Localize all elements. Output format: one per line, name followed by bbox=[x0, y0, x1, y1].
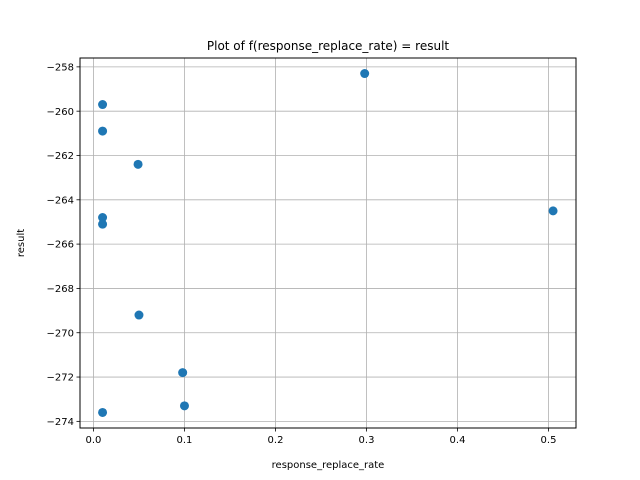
scatter-point bbox=[360, 69, 370, 79]
scatter-point bbox=[98, 219, 108, 229]
scatter-point bbox=[178, 368, 188, 378]
y-tick-label: −274 bbox=[47, 417, 74, 428]
scatter-point bbox=[134, 310, 144, 320]
y-axis-title: result bbox=[16, 229, 27, 257]
x-tick-label: 0.1 bbox=[177, 435, 193, 446]
data-points bbox=[98, 69, 558, 417]
x-tick-label: 0.4 bbox=[450, 435, 466, 446]
scatter-point bbox=[98, 126, 108, 136]
plot-frame bbox=[79, 57, 577, 429]
scatter-point bbox=[133, 159, 143, 169]
y-tick-label: −266 bbox=[47, 240, 74, 251]
grid bbox=[80, 58, 576, 428]
y-tick-label: −258 bbox=[47, 62, 74, 73]
scatter-point bbox=[179, 401, 189, 411]
y-tick-label: −264 bbox=[47, 195, 74, 206]
x-axis-ticks: 0.0 0.1 0.2 0.3 0.4 0.5 bbox=[86, 428, 557, 446]
chart-title: Plot of f(response_replace_rate) = resul… bbox=[207, 39, 450, 53]
x-tick-label: 0.5 bbox=[541, 435, 557, 446]
y-tick-label: −270 bbox=[47, 328, 74, 339]
scatter-point bbox=[98, 100, 108, 110]
y-tick-label: −262 bbox=[47, 151, 74, 162]
x-tick-label: 0.0 bbox=[86, 435, 102, 446]
y-tick-label: −268 bbox=[47, 284, 74, 295]
y-axis-ticks: −274 −272 −270 −268 −266 −264 −262 −260 −258 bbox=[47, 62, 80, 428]
scatter-point bbox=[98, 407, 108, 417]
y-tick-label: −272 bbox=[47, 373, 74, 384]
scatter-point bbox=[98, 213, 108, 223]
y-tick-label: −260 bbox=[47, 107, 74, 118]
x-tick-label: 0.2 bbox=[268, 435, 284, 446]
x-tick-label: 0.3 bbox=[359, 435, 375, 446]
scatter-point bbox=[548, 206, 558, 216]
x-axis-title: response_replace_rate bbox=[272, 460, 385, 471]
